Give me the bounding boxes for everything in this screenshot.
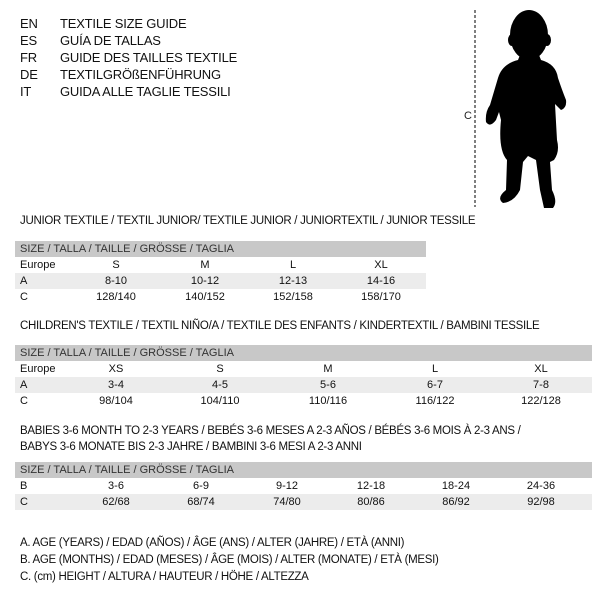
- lang-title-fr: GUIDE DES TAILLES TEXTILE: [60, 50, 238, 65]
- row-label: A: [20, 379, 28, 391]
- table-header-row: SIZE / TALLA / TAILLE / GRÖSSE / TAGLIA: [15, 345, 592, 361]
- child-silhouette-icon: [485, 10, 567, 208]
- row-label: C: [20, 291, 28, 303]
- table-header-row: SIZE / TALLA / TAILLE / GRÖSSE / TAGLIA: [15, 241, 426, 257]
- table-cell: S: [216, 363, 224, 375]
- table-cell: 7-8: [533, 379, 549, 391]
- row-label: Europe: [20, 363, 56, 375]
- table-cell: 104/110: [200, 395, 240, 407]
- table-cell: 110/116: [308, 395, 348, 407]
- table-row: C 98/104 104/110 110/116 116/122 122/128: [15, 393, 592, 409]
- table-header-row: SIZE / TALLA / TAILLE / GRÖSSE / TAGLIA: [15, 462, 592, 478]
- table-cell: 9-12: [275, 480, 299, 492]
- babies-section-title-line1: BABIES 3-6 MONTH TO 2-3 YEARS / BEBÉS 3-…: [20, 425, 521, 437]
- table-cell: XL: [534, 363, 548, 375]
- table-row: A 8-10 10-12 12-13 14-16: [15, 273, 426, 289]
- lang-title-en: TEXTILE SIZE GUIDE: [60, 16, 187, 31]
- table-cell: S: [112, 259, 120, 271]
- table-cell: L: [431, 363, 439, 375]
- table-cell: 6-7: [427, 379, 443, 391]
- legend-b: B. AGE (MONTHS) / EDAD (MESES) / ÂGE (MO…: [20, 554, 439, 566]
- babies-size-table: SIZE / TALLA / TAILLE / GRÖSSE / TAGLIA …: [15, 462, 592, 510]
- table-row: Europe S M L XL: [15, 257, 426, 273]
- height-label: C: [464, 110, 472, 122]
- junior-size-table: SIZE / TALLA / TAILLE / GRÖSSE / TAGLIA …: [15, 241, 426, 305]
- table-row: C 128/140 140/152 152/158 158/170: [15, 289, 426, 305]
- table-row: B 3-6 6-9 9-12 12-18 18-24 24-36: [15, 478, 592, 494]
- lang-code-fr: FR: [20, 50, 37, 65]
- row-label: B: [20, 480, 28, 492]
- table-cell: 158/170: [361, 291, 401, 303]
- table-header: SIZE / TALLA / TAILLE / GRÖSSE / TAGLIA: [20, 464, 234, 476]
- legend-c: C. (cm) HEIGHT / ALTURA / HAUTEUR / HÖHE…: [20, 571, 309, 583]
- table-row: A 3-4 4-5 5-6 6-7 7-8: [15, 377, 592, 393]
- table-row: C 62/68 68/74 74/80 80/86 86/92 92/98: [15, 494, 592, 510]
- table-cell: 14-16: [366, 275, 396, 287]
- table-cell: 6-9: [193, 480, 209, 492]
- table-header: SIZE / TALLA / TAILLE / GRÖSSE / TAGLIA: [20, 243, 234, 255]
- table-cell: 140/152: [185, 291, 225, 303]
- row-label: C: [20, 395, 28, 407]
- table-cell: XL: [374, 259, 388, 271]
- table-cell: 128/140: [96, 291, 136, 303]
- junior-section-title: JUNIOR TEXTILE / TEXTIL JUNIOR/ TEXTILE …: [20, 215, 476, 227]
- table-cell: M: [323, 363, 333, 375]
- lang-title-it: GUIDA ALLE TAGLIE TESSILI: [60, 84, 231, 99]
- table-row: Europe XS S M L XL: [15, 361, 592, 377]
- table-cell: 12-13: [278, 275, 308, 287]
- table-cell: XS: [108, 363, 124, 375]
- table-cell: L: [289, 259, 297, 271]
- table-cell: 86/92: [442, 496, 470, 508]
- lang-code-en: EN: [20, 16, 38, 31]
- row-label: A: [20, 275, 28, 287]
- table-cell: 18-24: [441, 480, 471, 492]
- lang-title-es: GUÍA DE TALLAS: [60, 33, 161, 48]
- legend-a: A. AGE (YEARS) / EDAD (AÑOS) / ÂGE (ANS)…: [20, 537, 405, 549]
- table-cell: 152/158: [273, 291, 313, 303]
- table-cell: 12-18: [356, 480, 386, 492]
- table-cell: 10-12: [190, 275, 220, 287]
- table-header: SIZE / TALLA / TAILLE / GRÖSSE / TAGLIA: [20, 347, 234, 359]
- row-label: Europe: [20, 259, 56, 271]
- lang-title-de: TEXTILGRÖßENFÜHRUNG: [60, 67, 221, 82]
- table-cell: 98/104: [99, 395, 133, 407]
- children-size-table: SIZE / TALLA / TAILLE / GRÖSSE / TAGLIA …: [15, 345, 592, 409]
- row-label: C: [20, 496, 28, 508]
- table-cell: 92/98: [527, 496, 555, 508]
- table-cell: 74/80: [273, 496, 301, 508]
- table-cell: 80/86: [357, 496, 385, 508]
- table-cell: M: [200, 259, 210, 271]
- lang-code-es: ES: [20, 33, 37, 48]
- table-cell: 62/68: [102, 496, 130, 508]
- table-cell: 3-4: [108, 379, 124, 391]
- table-cell: 68/74: [187, 496, 215, 508]
- children-section-title: CHILDREN'S TEXTILE / TEXTIL NIÑO/A / TEX…: [20, 320, 540, 332]
- lang-code-it: IT: [20, 84, 32, 99]
- babies-section-title-line2: BABYS 3-6 MONATE BIS 2-3 JAHRE / BAMBINI…: [20, 441, 362, 453]
- table-cell: 24-36: [526, 480, 556, 492]
- table-cell: 116/122: [415, 395, 455, 407]
- table-cell: 4-5: [212, 379, 228, 391]
- table-cell: 122/128: [521, 395, 561, 407]
- lang-code-de: DE: [20, 67, 38, 82]
- table-cell: 3-6: [108, 480, 124, 492]
- table-cell: 8-10: [104, 275, 128, 287]
- table-cell: 5-6: [320, 379, 336, 391]
- child-silhouette-figure: C: [464, 10, 567, 208]
